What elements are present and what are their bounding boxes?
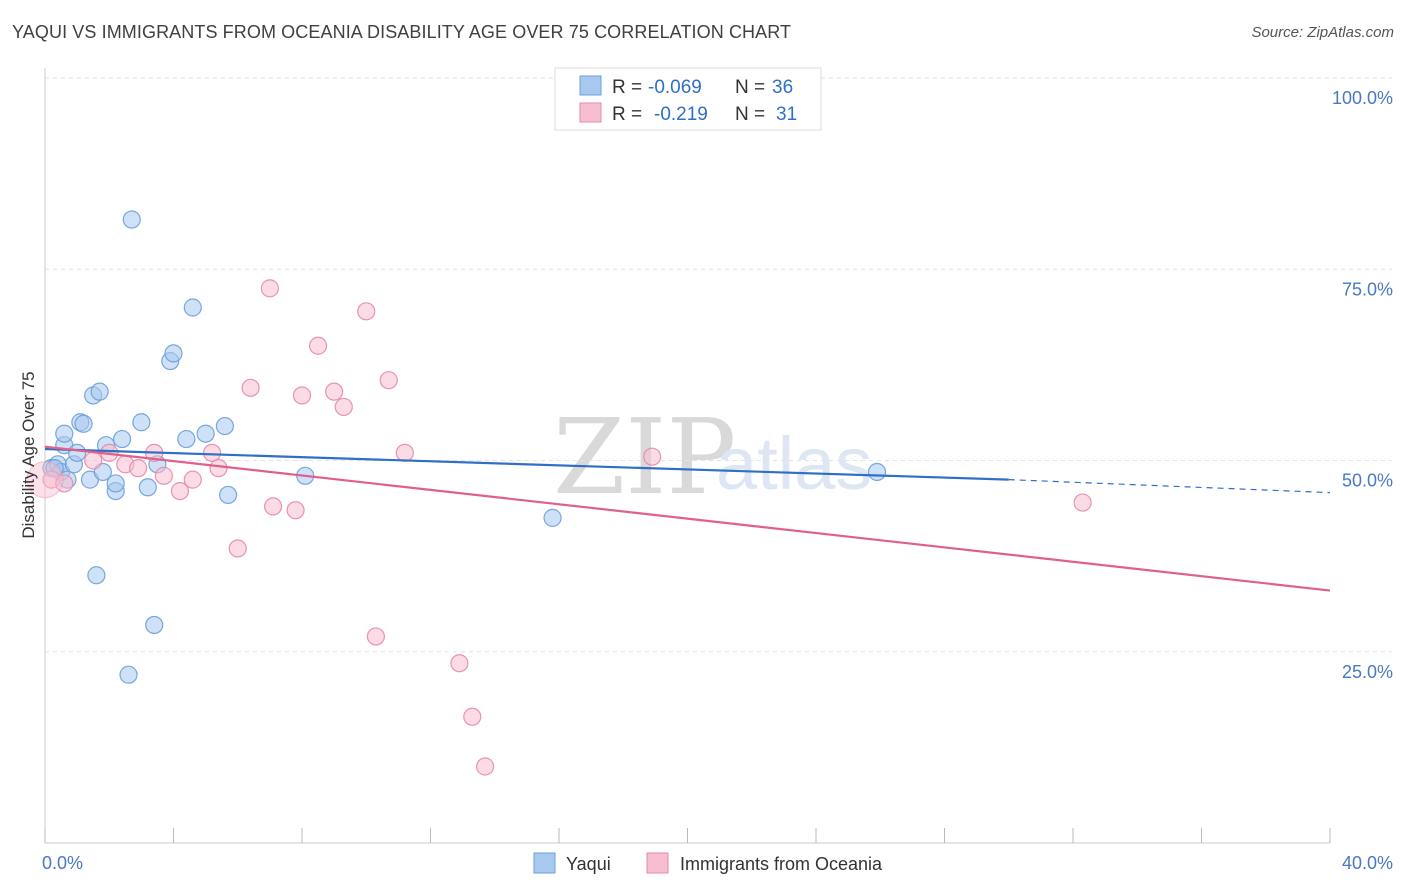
- legend-r-label-yaqui: R =: [612, 77, 642, 98]
- oceania-point: [308, 336, 328, 355]
- stats-legend: R = -0.069 N = 36 R = -0.219 N = 31: [554, 67, 822, 131]
- oceania-point: [183, 470, 202, 489]
- yaqui-trend-line: [44, 447, 1009, 481]
- series-legend-label-oceania: Immigrants from Oceania: [680, 854, 883, 874]
- series-oceania: [26, 279, 1092, 776]
- source-label: Source: ZipAtlas.com: [1251, 24, 1394, 41]
- oceania-point: [292, 386, 312, 405]
- yaqui-point: [183, 298, 202, 317]
- oceania-point: [1073, 493, 1092, 512]
- yaqui-point: [177, 429, 196, 449]
- oceania-point: [395, 443, 414, 462]
- legend-r-value-oceania: -0.219: [654, 104, 708, 125]
- oceania-point: [241, 378, 260, 397]
- legend-r-value-yaqui: -0.069: [648, 77, 702, 98]
- legend-swatch-yaqui: [579, 75, 602, 96]
- chart-title: YAQUI VS IMMIGRANTS FROM OCEANIA DISABIL…: [12, 22, 792, 42]
- yaqui-trend-extension: [1008, 479, 1331, 494]
- yaqui-point: [112, 429, 132, 449]
- yaqui-point: [55, 424, 74, 443]
- yaqui-point: [138, 478, 157, 497]
- yaqui-point: [106, 474, 125, 493]
- watermark-atlas-text: atlas: [716, 422, 872, 505]
- oceania-point: [643, 447, 662, 466]
- oceania-point: [228, 539, 247, 558]
- oceania-trend-line: [44, 445, 1331, 592]
- legend-n-label-oceania: N =: [735, 104, 765, 125]
- watermark: ZIP atlas: [553, 396, 872, 518]
- series-legend-swatch-oceania: [646, 852, 669, 874]
- legend-swatch-oceania: [579, 102, 602, 123]
- y-tick-label: 75.0%: [1342, 279, 1393, 299]
- oceania-point: [463, 707, 482, 726]
- yaqui-point: [543, 508, 562, 527]
- oceania-point: [26, 461, 64, 499]
- yaqui-point: [196, 424, 215, 443]
- oceania-point: [334, 397, 353, 417]
- gridlines: [45, 77, 1392, 653]
- yaqui-point: [90, 382, 109, 401]
- legend-n-value-yaqui: 36: [772, 77, 793, 98]
- oceania-point: [263, 497, 283, 516]
- oceania-point: [129, 459, 148, 478]
- yaqui-point: [867, 462, 887, 482]
- yaqui-point: [215, 416, 234, 436]
- oceania-point: [154, 466, 173, 485]
- yaqui-point: [164, 344, 183, 363]
- yaqui-point: [119, 665, 138, 684]
- trend-lines: [44, 445, 1331, 592]
- oceania-point: [357, 302, 376, 321]
- oceania-point: [55, 474, 74, 493]
- y-tick-label: 25.0%: [1342, 662, 1393, 682]
- oceania-point: [170, 482, 190, 501]
- oceania-point: [366, 627, 385, 646]
- legend-n-label-yaqui: N =: [735, 77, 765, 98]
- x-tick-label-max: 40.0%: [1342, 853, 1393, 873]
- x-tick-label-min: 0.0%: [42, 853, 83, 873]
- oceania-point: [325, 382, 344, 401]
- yaqui-point: [68, 443, 87, 462]
- oceania-point: [84, 451, 103, 470]
- axes: [44, 68, 1331, 844]
- series-legend: Yaqui Immigrants from Oceania: [533, 852, 883, 874]
- yaqui-point: [74, 414, 93, 433]
- y-axis-title: Disability Age Over 75: [19, 371, 38, 538]
- oceania-point: [476, 757, 495, 776]
- oceania-point: [450, 654, 469, 673]
- oceania-point: [202, 443, 222, 462]
- series-legend-label-yaqui: Yaqui: [566, 854, 611, 874]
- yaqui-point: [122, 210, 141, 229]
- yaqui-point: [219, 485, 238, 505]
- oceania-point: [286, 501, 305, 520]
- series-legend-swatch-yaqui: [533, 852, 556, 874]
- y-tick-label: 100.0%: [1332, 88, 1393, 108]
- oceania-point: [379, 371, 398, 390]
- legend-n-value-oceania: 31: [776, 104, 797, 125]
- yaqui-point: [132, 413, 151, 432]
- y-tick-label: 50.0%: [1342, 471, 1393, 491]
- tick-labels: 100.0% 75.0% 50.0% 25.0% 0.0% 40.0%: [42, 88, 1393, 873]
- yaqui-point: [145, 615, 164, 635]
- yaqui-point: [87, 566, 106, 585]
- legend-r-label-oceania: R =: [612, 104, 642, 125]
- oceania-point: [260, 279, 279, 298]
- oceania-point: [209, 459, 228, 478]
